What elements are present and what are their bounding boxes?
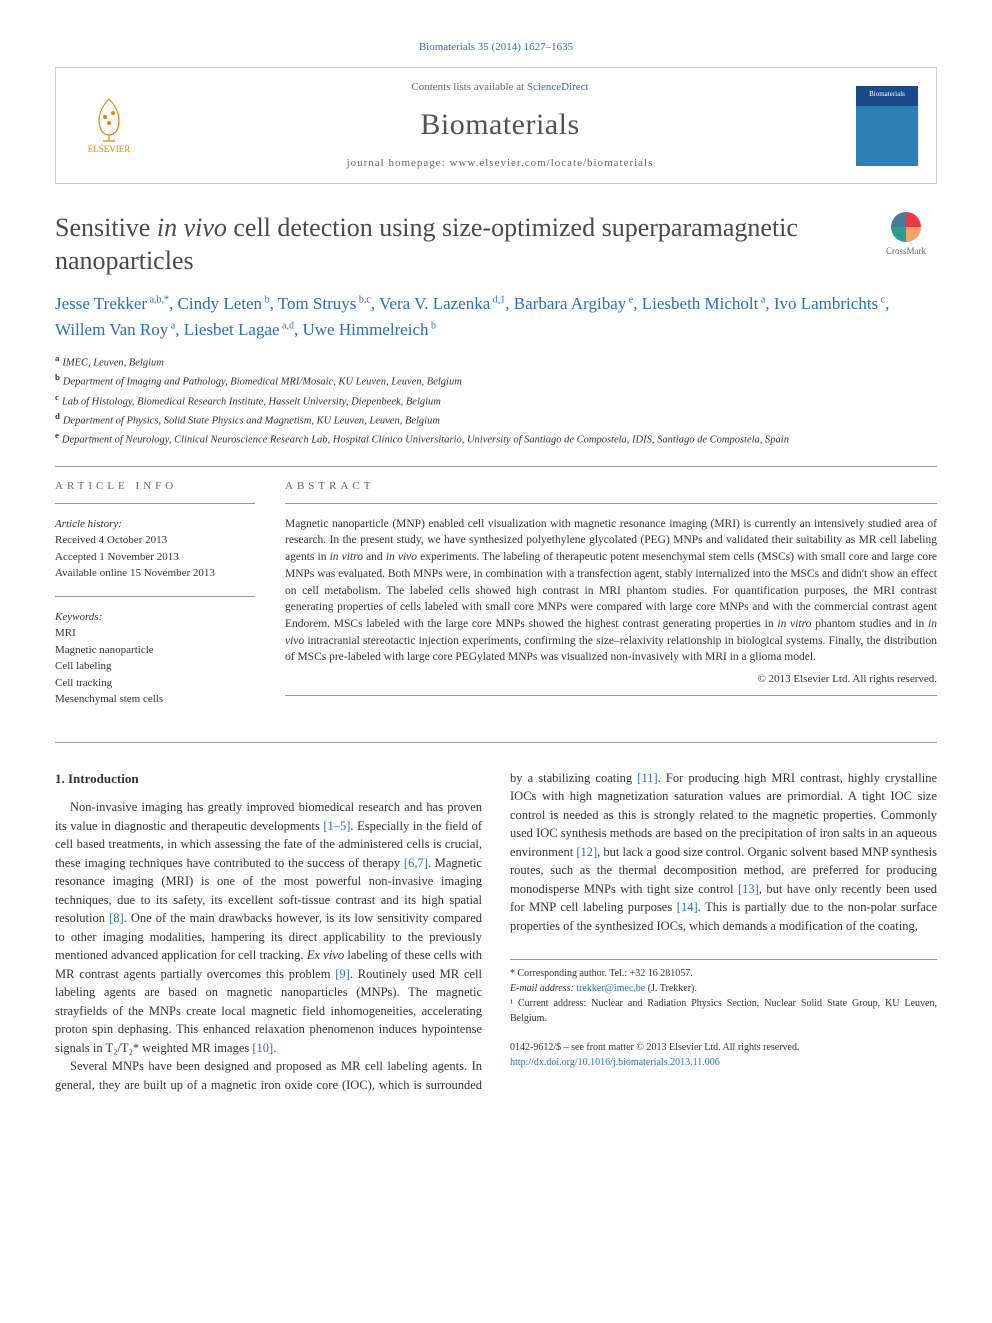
abstract-column: ABSTRACT Magnetic nanoparticle (MNP) ena…	[285, 479, 937, 721]
keywords-list: MRIMagnetic nanoparticleCell labelingCel…	[55, 627, 163, 705]
keywords-header: Keywords:	[55, 609, 255, 626]
cover-label: Biomaterials	[869, 90, 905, 100]
body-columns: 1. Introduction Non-invasive imaging has…	[55, 769, 937, 1094]
homepage-prefix: journal homepage:	[347, 157, 450, 169]
affiliations: aIMEC, Leuven, BelgiumbDepartment of Ima…	[55, 352, 937, 448]
affiliation-c: cLab of Histology, Biomedical Research I…	[55, 391, 937, 410]
online-date: Available online 15 November 2013	[55, 567, 215, 579]
abstract-text: Magnetic nanoparticle (MNP) enabled cell…	[285, 516, 937, 666]
elsevier-logo[interactable]: ELSEVIER	[74, 87, 144, 165]
email-line: E-mail address: trekker@imec.be (J. Trek…	[510, 981, 937, 996]
homepage-line: journal homepage: www.elsevier.com/locat…	[162, 156, 838, 171]
abstract-copyright: © 2013 Elsevier Ltd. All rights reserved…	[285, 672, 937, 687]
elsevier-label: ELSEVIER	[88, 143, 131, 156]
affiliation-a: aIMEC, Leuven, Belgium	[55, 352, 937, 371]
footnotes: * Corresponding author. Tel.: +32 16 281…	[510, 959, 937, 1026]
affiliation-b: bDepartment of Imaging and Pathology, Bi…	[55, 371, 937, 390]
elsevier-tree-icon	[85, 95, 133, 143]
footer-meta: 0142-9612/$ – see front matter © 2013 El…	[510, 1040, 937, 1070]
abstract-divider	[285, 503, 937, 504]
doi-link[interactable]: http://dx.doi.org/10.1016/j.biomaterials…	[510, 1057, 720, 1068]
crossmark-badge[interactable]: CrossMark	[875, 212, 937, 258]
intro-heading: 1. Introduction	[55, 769, 482, 788]
journal-cover-thumb[interactable]: Biomaterials	[856, 86, 918, 166]
contents-prefix: Contents lists available at	[411, 81, 526, 93]
title-row: Sensitive in vivo cell detection using s…	[55, 212, 937, 277]
info-abstract-row: ARTICLE INFO Article history: Received 4…	[55, 479, 937, 721]
article-info-label: ARTICLE INFO	[55, 479, 255, 494]
intro-paragraph-1: Non-invasive imaging has greatly improve…	[55, 798, 482, 1057]
abstract-divider-bottom	[285, 695, 937, 696]
received-date: Received 4 October 2013	[55, 534, 167, 546]
top-citation: Biomaterials 35 (2014) 1627–1635	[55, 40, 937, 55]
corresponding-author: * Corresponding author. Tel.: +32 16 281…	[510, 966, 937, 981]
affiliation-e: eDepartment of Neurology, Clinical Neuro…	[55, 429, 937, 448]
author-email-link[interactable]: trekker@imec.be	[576, 983, 645, 994]
homepage-url[interactable]: www.elsevier.com/locate/biomaterials	[450, 157, 654, 169]
info-divider	[55, 503, 255, 504]
page-container: Biomaterials 35 (2014) 1627–1635 ELSEVIE…	[0, 0, 992, 1134]
title-pre: Sensitive	[55, 213, 157, 242]
sciencedirect-link[interactable]: ScienceDirect	[527, 81, 589, 93]
crossmark-label: CrossMark	[886, 245, 926, 258]
footnote-1: ¹ Current address: Nuclear and Radiation…	[510, 996, 937, 1026]
email-label: E-mail address:	[510, 983, 576, 994]
author-list: Jesse Trekker a,b,*, Cindy Leten b, Tom …	[55, 291, 937, 342]
affiliation-d: dDepartment of Physics, Solid State Phys…	[55, 410, 937, 429]
history-header: Article history:	[55, 516, 255, 533]
journal-header: ELSEVIER Contents lists available at Sci…	[55, 67, 937, 184]
article-info-column: ARTICLE INFO Article history: Received 4…	[55, 479, 255, 721]
accepted-date: Accepted 1 November 2013	[55, 551, 179, 563]
info-divider-2	[55, 596, 255, 597]
divider-top	[55, 466, 937, 467]
contents-line: Contents lists available at ScienceDirec…	[162, 80, 838, 95]
journal-name: Biomaterials	[162, 104, 838, 146]
issn-line: 0142-9612/$ – see front matter © 2013 El…	[510, 1040, 937, 1055]
abstract-label: ABSTRACT	[285, 479, 937, 494]
divider-mid	[55, 742, 937, 743]
keywords-block: Keywords: MRIMagnetic nanoparticleCell l…	[55, 609, 255, 708]
article-history: Article history: Received 4 October 2013…	[55, 516, 255, 582]
crossmark-icon	[891, 212, 921, 242]
email-who: (J. Trekker).	[645, 983, 697, 994]
title-italic: in vivo	[157, 213, 227, 242]
article-title: Sensitive in vivo cell detection using s…	[55, 212, 855, 277]
header-center: Contents lists available at ScienceDirec…	[162, 80, 838, 171]
